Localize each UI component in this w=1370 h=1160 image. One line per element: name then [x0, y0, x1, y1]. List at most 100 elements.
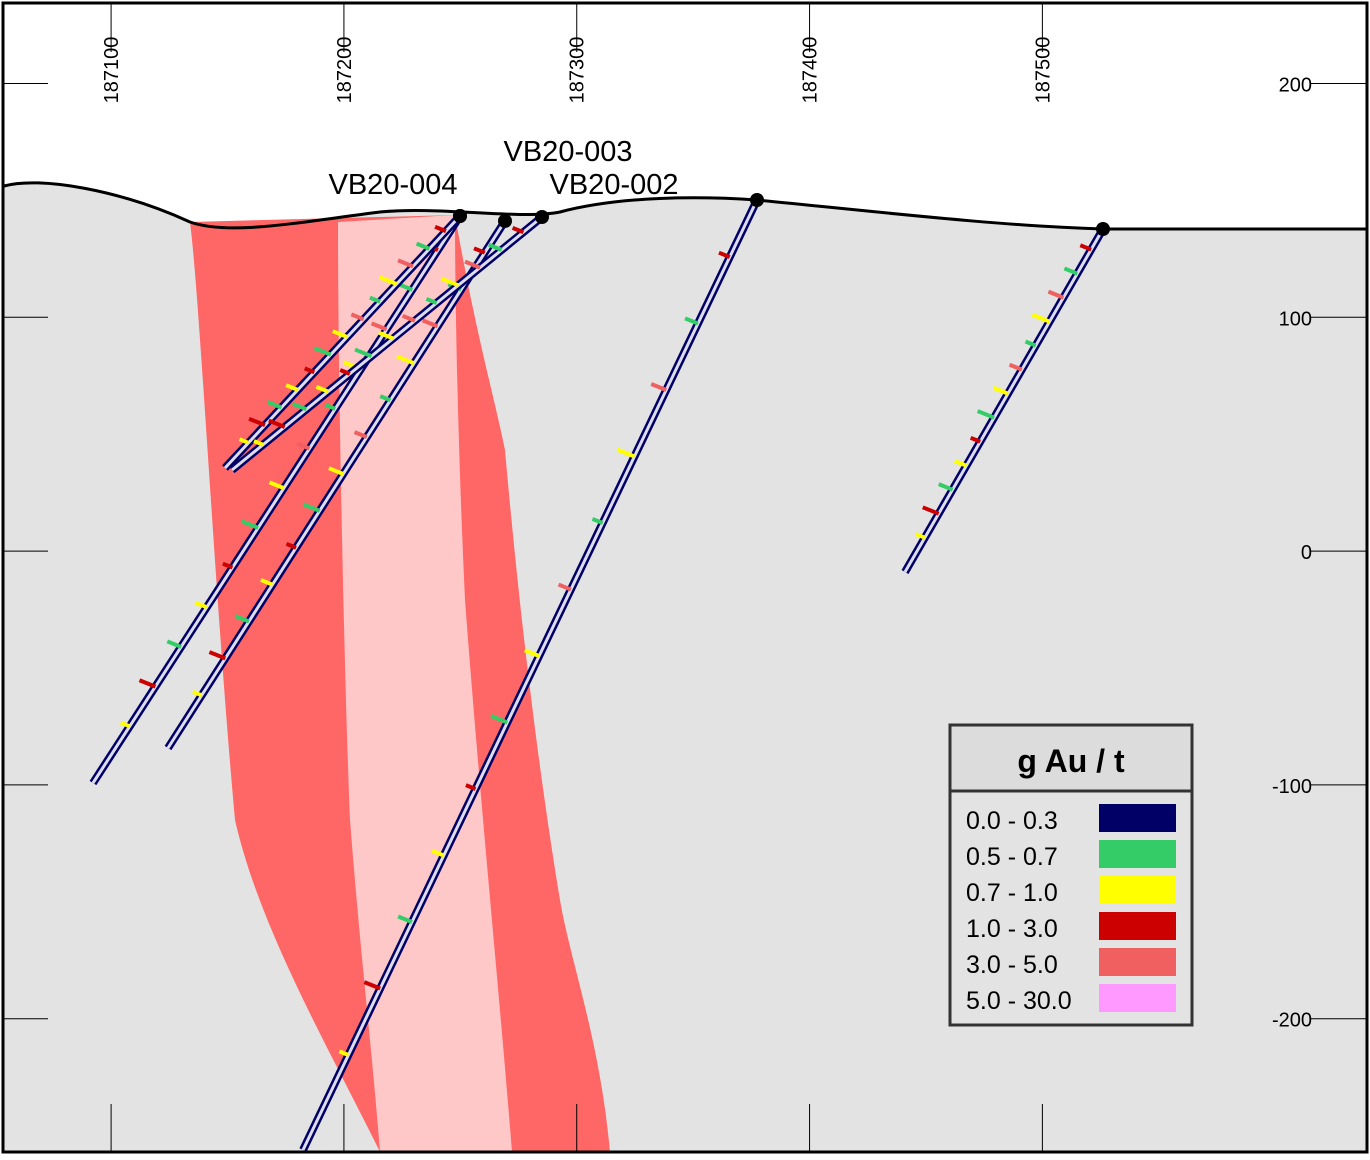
assay-bar [354, 347, 373, 359]
legend-label: 3.0 - 5.0 [966, 951, 1058, 979]
assay-bar [285, 383, 299, 392]
topography [3, 181, 1366, 231]
assay-bar [234, 614, 250, 624]
assay-bar [511, 226, 525, 235]
x-tick-label: 187400 [800, 37, 822, 104]
assay-bar [490, 714, 509, 725]
assay-bar [523, 648, 540, 658]
assay-bar [191, 689, 203, 698]
assay-bar [616, 447, 636, 459]
ore-zone-inner [338, 215, 512, 1152]
assay-bar [332, 329, 348, 339]
assay-bar [440, 276, 460, 288]
assay-bar [464, 259, 481, 270]
assay-bar [378, 330, 394, 341]
x-tick-label: 187200 [334, 37, 356, 104]
assay-bar [303, 366, 316, 375]
drill-core [91, 215, 462, 784]
assay-bar [339, 368, 351, 376]
assay-bar [296, 441, 311, 451]
assay-bar [591, 517, 604, 525]
assay-bar [1063, 266, 1079, 276]
assay-bar [260, 578, 274, 587]
drill-holes [89, 193, 1110, 1152]
assay-bar [370, 321, 388, 332]
legend-label: 0.5 - 0.7 [966, 843, 1058, 871]
legend-swatch [1099, 804, 1176, 832]
legend-title: g Au / t [1017, 743, 1125, 779]
x-tick-label: 187500 [1032, 37, 1054, 104]
assay-bar [1047, 289, 1065, 300]
assay-bar [194, 600, 208, 610]
assay-bar [119, 720, 131, 729]
hole-label: VB20-004 [329, 169, 458, 201]
assay-bar [324, 402, 336, 411]
legend-swatch [1099, 840, 1176, 868]
legend-swatch [1099, 984, 1176, 1012]
legend: g Au / t 0.0 - 0.3 0.5 - 0.7 0.7 - 1.0 1.0 … [948, 723, 1194, 1027]
assay-bar [915, 532, 926, 540]
drill-core [301, 199, 759, 1151]
assay-bar [488, 242, 503, 252]
legend-swatch [1099, 948, 1176, 976]
assay-bar [285, 542, 297, 550]
assay-bar [397, 258, 414, 269]
assay-bar [302, 502, 321, 513]
hole-label: VB20-002 [550, 169, 679, 201]
assay-bar [1031, 312, 1051, 324]
legend-swatch [1099, 876, 1176, 904]
assay-bar [248, 416, 266, 428]
assay-bar [937, 482, 954, 492]
assay-bar [328, 466, 344, 476]
collar [453, 209, 467, 223]
y-tick-label: 200 [1279, 74, 1312, 96]
assay-bar [222, 561, 234, 570]
assay-bar [378, 275, 398, 286]
collar [498, 214, 512, 228]
assay-bar [969, 435, 981, 444]
axes: 187100 187200 187300 187400 187500 200 100 0 -10… [4, 4, 1366, 1152]
y-tick-label: -200 [1272, 1010, 1312, 1032]
assay-bar [473, 246, 486, 255]
assay-bar [238, 437, 250, 445]
collar [1096, 222, 1110, 236]
assay-bar [425, 297, 438, 305]
assay-bar [684, 316, 699, 326]
assay-bar [431, 848, 445, 858]
assay-bar [353, 430, 368, 439]
legend-header [948, 723, 1194, 793]
legend-label: 0.7 - 1.0 [966, 879, 1058, 907]
y-tick-label: -100 [1272, 776, 1312, 798]
assay-bar [253, 439, 264, 447]
assay-bar [313, 346, 332, 357]
assay-bar [268, 480, 285, 491]
x-tick-label: 187300 [567, 37, 589, 104]
assay-bar [953, 459, 968, 468]
assay-bar [166, 639, 182, 649]
x-tick-label: 187100 [101, 37, 123, 104]
assay-bar [415, 241, 431, 251]
drill-core [166, 220, 507, 749]
assay-bar [434, 224, 447, 233]
assay-bar [266, 400, 283, 410]
assay-bar [291, 401, 308, 412]
assay-bar [397, 914, 413, 924]
y-tick-label: 0 [1301, 542, 1312, 564]
assay-bar [465, 783, 477, 791]
assay-bar [1079, 243, 1092, 252]
assay-bar [1024, 339, 1037, 348]
assay-bar [650, 382, 667, 392]
assay-bar [338, 1049, 350, 1057]
assay-bar [398, 282, 414, 292]
assay-bar [976, 409, 995, 420]
assay-bar [557, 582, 572, 592]
collar [750, 193, 764, 207]
assay-bar [268, 418, 286, 429]
legend-label: 5.0 - 30.0 [966, 987, 1072, 1015]
assay-bar [208, 650, 227, 661]
collar [535, 210, 549, 224]
legend-swatch [1099, 912, 1176, 940]
assay-bar [138, 678, 157, 689]
y-tick-label: 100 [1279, 308, 1312, 330]
